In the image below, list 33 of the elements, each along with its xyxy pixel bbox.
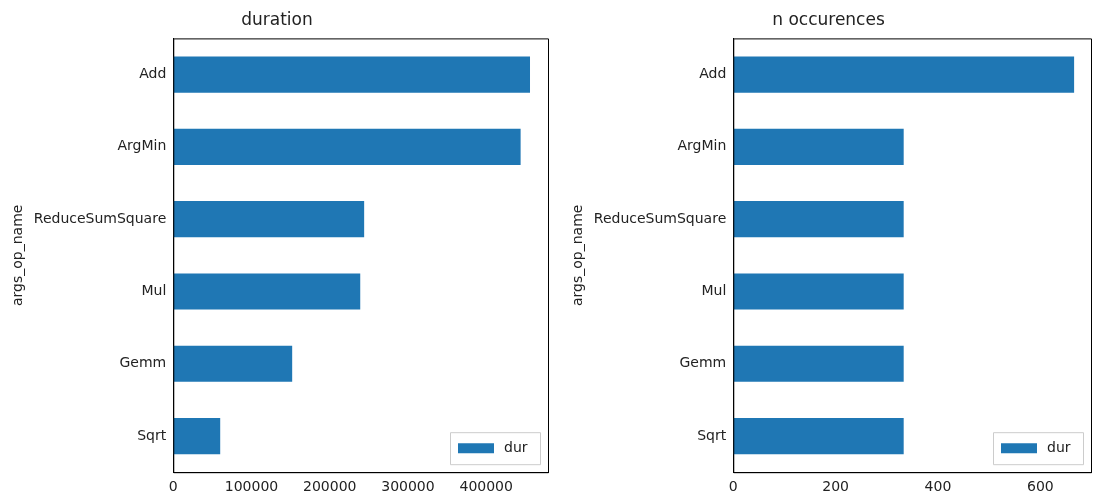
bar xyxy=(173,56,531,93)
x-tick-label: 100000 xyxy=(224,478,279,495)
x-tick-label: 400 xyxy=(924,478,952,495)
bar xyxy=(173,273,361,310)
y-tick-label: ArgMin xyxy=(117,137,167,154)
chart-title: n occurences xyxy=(772,8,885,29)
y-tick-label: Add xyxy=(139,65,167,82)
y-tick-label: ArgMin xyxy=(677,137,727,154)
bar xyxy=(173,417,221,455)
y-tick-label: Gemm xyxy=(119,354,167,371)
legend-label: dur xyxy=(504,438,528,455)
chart-title: duration xyxy=(241,8,313,29)
bar xyxy=(173,345,293,382)
y-axis-title: args_op_name xyxy=(9,204,26,307)
y-axis-title: args_op_name xyxy=(569,204,586,307)
bar xyxy=(173,128,521,165)
y-tick-label: Gemm xyxy=(679,354,727,371)
y-tick-label: Mul xyxy=(141,282,167,299)
y-tick-label: Mul xyxy=(701,282,727,299)
y-tick-label: ReduceSumSquare xyxy=(593,209,727,226)
y-tick-label: Sqrt xyxy=(137,426,167,443)
y-tick-label: Add xyxy=(699,65,727,82)
x-tick-label: 400000 xyxy=(459,478,513,495)
bar xyxy=(173,201,365,238)
y-tick-label: Sqrt xyxy=(697,426,727,443)
x-tick-label: 300000 xyxy=(381,478,435,495)
x-tick-label: 0 xyxy=(728,478,738,495)
x-tick-label: 200000 xyxy=(303,478,357,495)
x-tick-label: 200 xyxy=(822,478,849,495)
legend-label: dur xyxy=(1047,438,1071,455)
x-tick-label: 0 xyxy=(168,478,178,495)
x-tick-label: 600 xyxy=(1026,478,1054,495)
y-tick-label: ReduceSumSquare xyxy=(33,209,167,226)
